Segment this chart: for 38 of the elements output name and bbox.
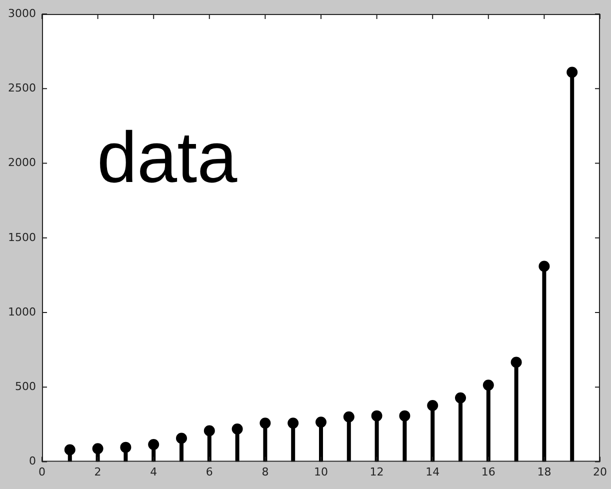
x-tick-label: 0 — [38, 465, 46, 478]
point — [92, 443, 104, 454]
point — [427, 400, 438, 412]
x-tick-label: 18 — [537, 465, 552, 478]
point — [316, 416, 326, 428]
x-tick-label: 10 — [314, 465, 328, 478]
point — [120, 442, 132, 453]
point — [371, 410, 382, 422]
point — [482, 380, 494, 391]
x-tick-label: 16 — [481, 465, 496, 478]
point — [399, 410, 410, 422]
point — [455, 392, 466, 404]
x-tick-label: 8 — [262, 465, 269, 478]
x-tick-label: 2 — [94, 465, 102, 478]
y-tick-label: 2000 — [8, 156, 36, 170]
point — [64, 444, 76, 456]
y-tick-label: 3000 — [8, 6, 36, 20]
point — [510, 356, 522, 368]
y-tick-label: 0 — [28, 454, 36, 468]
point — [343, 411, 354, 422]
x-tick-label: 12 — [370, 465, 384, 478]
point — [566, 66, 578, 78]
point — [176, 432, 187, 444]
x-tick-label: 20 — [593, 465, 607, 478]
y-tick-label: 1500 — [8, 230, 36, 244]
point — [148, 438, 160, 450]
point — [232, 423, 243, 434]
x-tick-label: 4 — [150, 465, 158, 478]
y-tick-label: 500 — [14, 380, 36, 394]
point — [288, 418, 299, 429]
x-tick-label: 6 — [206, 465, 213, 478]
y-tick-label: 1000 — [8, 305, 36, 318]
annotation: data — [96, 118, 238, 198]
point — [260, 418, 271, 429]
y-tick-label: 2500 — [8, 81, 36, 94]
point — [204, 425, 215, 436]
point — [538, 260, 550, 272]
x-tick-label: 14 — [426, 465, 440, 478]
